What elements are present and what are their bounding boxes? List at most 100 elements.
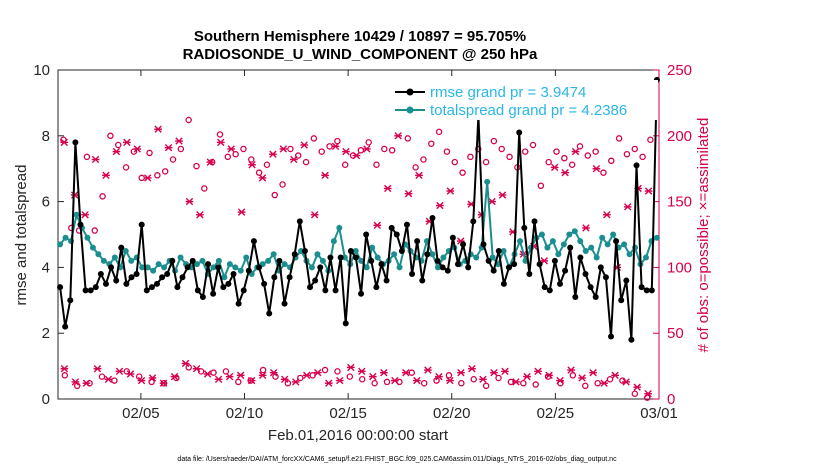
totalspread-point <box>73 211 80 218</box>
obs-possible-marker <box>86 379 93 387</box>
obs-possible-marker <box>428 140 435 147</box>
totalspread-point <box>150 267 157 274</box>
totalspread-point <box>588 244 595 251</box>
obs-possible-marker <box>569 372 577 379</box>
rmse-point <box>551 257 558 264</box>
obs-assimilated-marker <box>363 145 371 153</box>
obs-assimilated-marker <box>436 201 444 210</box>
obs-assimilated-marker <box>185 197 194 206</box>
rmse-point <box>521 224 528 231</box>
x-axis-label: Feb.01,2016 00:00:00 start <box>268 427 449 444</box>
obs-assimilated-marker <box>214 375 223 383</box>
obs-possible-marker <box>643 394 651 401</box>
x-tick-label: 02/10 <box>226 405 264 422</box>
obs-possible-marker <box>529 141 537 149</box>
totalspread-point <box>319 257 326 264</box>
obs-assimilated-marker <box>324 379 333 387</box>
obs-possible-marker <box>582 382 589 390</box>
rmse-point <box>465 264 472 271</box>
y2-axis-label: # of obs: o=possible; ×=assimilated <box>695 118 712 353</box>
obs-possible-marker <box>584 152 592 159</box>
rmse-point <box>230 270 237 277</box>
obs-possible-marker <box>506 153 513 161</box>
obs-possible-marker <box>357 147 365 154</box>
rmse-point <box>256 264 263 271</box>
rmse-point <box>536 261 543 268</box>
obs-assimilated-marker <box>248 161 256 169</box>
totalspread-point <box>57 241 64 248</box>
obs-possible-marker <box>201 185 208 192</box>
obs-assimilated-marker <box>394 132 402 140</box>
rmse-point <box>220 284 227 291</box>
obs-assimilated-marker <box>154 125 162 133</box>
rmse-point <box>327 254 334 261</box>
obs-possible-marker <box>592 148 599 155</box>
totalspread-point <box>199 257 206 264</box>
obs-assimilated-marker <box>623 203 632 211</box>
obs-possible-marker <box>216 131 224 138</box>
obs-possible-marker <box>148 378 155 386</box>
totalspread-point <box>265 257 272 264</box>
rmse-point <box>557 280 564 287</box>
rmse-point <box>562 267 569 274</box>
obs-possible-marker <box>544 373 552 380</box>
x-tick-label: 02/15 <box>329 405 367 422</box>
obs-possible-marker <box>520 379 527 387</box>
obs-assimilated-marker <box>164 143 173 152</box>
obs-assimilated-marker <box>413 376 421 385</box>
rmse-point <box>133 270 140 277</box>
obs-assimilated-marker <box>91 155 100 164</box>
rmse-point <box>434 257 441 264</box>
obs-assimilated-marker <box>501 367 509 376</box>
rmse-point <box>138 221 145 228</box>
obs-assimilated-marker <box>112 147 121 156</box>
obs-possible-marker <box>383 378 391 386</box>
obs-assimilated-marker <box>60 365 69 373</box>
rmse-point <box>276 257 283 264</box>
rmse-point <box>602 274 609 281</box>
obs-possible-marker <box>98 373 106 380</box>
rmse-point <box>572 294 579 301</box>
totalspread-point <box>89 244 96 251</box>
y-tick-label: 2 <box>42 325 50 342</box>
rmse-point <box>592 294 599 301</box>
rmse-point <box>113 277 120 284</box>
totalspread-point <box>243 254 250 261</box>
obs-assimilated-marker <box>236 371 245 380</box>
obs-possible-marker <box>279 181 286 188</box>
rmse-point <box>347 247 354 254</box>
obs-assimilated-marker <box>346 363 355 372</box>
obs-possible-marker <box>177 145 185 153</box>
totalspread-point <box>308 264 315 271</box>
chart-subtitle: RADIOSONDE_U_WIND_COMPONENT @ 250 hPa <box>183 46 538 63</box>
obs-assimilated-marker <box>352 151 361 160</box>
obs-assimilated-marker <box>302 371 311 380</box>
rmse-point <box>526 270 533 277</box>
rmse-point <box>174 284 181 291</box>
rmse-point <box>643 287 650 294</box>
x-tick-label: 02/20 <box>433 405 471 422</box>
totalspread-point <box>626 251 633 258</box>
obs-assimilated-marker <box>289 155 298 164</box>
rmse-point <box>546 287 553 294</box>
y-tick-label: 4 <box>42 259 50 276</box>
obs-possible-marker <box>420 379 428 387</box>
obs-possible-marker <box>576 143 584 150</box>
totalspread-point <box>95 251 102 258</box>
obs-assimilated-marker <box>479 375 487 383</box>
rmse-point <box>307 284 314 291</box>
obs-possible-marker <box>341 161 349 169</box>
rmse-point <box>57 284 64 291</box>
rmse-point <box>485 257 492 264</box>
series-line-rmse <box>59 79 658 340</box>
totalspread-point <box>560 241 567 248</box>
rmse-point <box>449 234 456 241</box>
totalspread-point <box>363 264 370 271</box>
obs-assimilated-marker <box>498 191 507 199</box>
rmse-point <box>164 270 171 277</box>
rmse-point <box>454 261 461 268</box>
obs-possible-marker <box>433 377 440 384</box>
totalspread-point <box>549 238 556 245</box>
obs-assimilated-marker <box>102 171 110 179</box>
y2-tick-label: 50 <box>667 325 684 342</box>
